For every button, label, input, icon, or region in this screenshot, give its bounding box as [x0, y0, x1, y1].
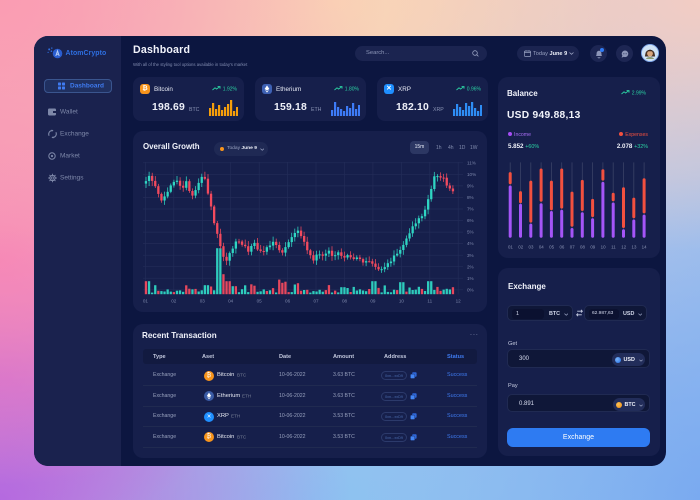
- svg-text:05: 05: [257, 299, 263, 304]
- svg-text:9%: 9%: [467, 184, 474, 189]
- svg-text:01: 01: [143, 299, 149, 304]
- svg-text:12: 12: [621, 245, 626, 250]
- svg-text:02: 02: [518, 245, 523, 250]
- svg-text:01: 01: [508, 245, 513, 250]
- svg-text:1%: 1%: [467, 276, 474, 281]
- svg-text:11: 11: [611, 245, 616, 250]
- svg-text:0%: 0%: [467, 287, 474, 292]
- svg-text:06: 06: [285, 299, 291, 304]
- svg-text:11%: 11%: [467, 160, 476, 165]
- svg-text:13: 13: [632, 245, 637, 250]
- svg-text:3%: 3%: [467, 253, 474, 258]
- svg-text:14: 14: [642, 245, 647, 250]
- svg-text:07: 07: [313, 299, 319, 304]
- svg-text:08: 08: [342, 299, 348, 304]
- svg-text:04: 04: [228, 299, 234, 304]
- svg-text:7%: 7%: [467, 207, 474, 212]
- svg-text:10%: 10%: [467, 172, 476, 177]
- svg-text:2%: 2%: [467, 264, 474, 269]
- svg-text:8%: 8%: [467, 195, 474, 200]
- svg-text:02: 02: [171, 299, 177, 304]
- svg-text:09: 09: [370, 299, 376, 304]
- svg-text:11: 11: [427, 299, 432, 304]
- svg-text:6%: 6%: [467, 218, 474, 223]
- svg-text:03: 03: [529, 245, 534, 250]
- svg-text:06: 06: [559, 245, 564, 250]
- svg-text:4%: 4%: [467, 241, 474, 246]
- svg-text:04: 04: [539, 245, 544, 250]
- svg-text:10: 10: [399, 299, 405, 304]
- svg-text:07: 07: [570, 245, 575, 250]
- svg-text:09: 09: [590, 245, 595, 250]
- svg-text:03: 03: [200, 299, 206, 304]
- svg-text:5%: 5%: [467, 230, 474, 235]
- svg-text:10: 10: [601, 245, 606, 250]
- svg-text:12: 12: [456, 299, 462, 304]
- svg-text:05: 05: [549, 245, 554, 250]
- svg-text:08: 08: [580, 245, 585, 250]
